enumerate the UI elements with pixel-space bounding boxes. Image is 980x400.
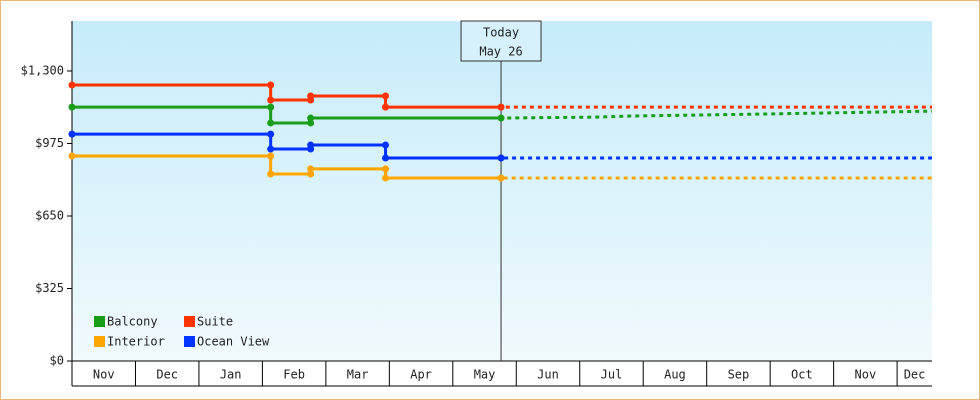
series-point	[267, 152, 275, 160]
series-point	[497, 114, 505, 122]
series-point	[307, 165, 315, 173]
series-point	[382, 174, 390, 182]
series-point	[267, 145, 275, 153]
x-tick-label: Oct	[791, 368, 813, 382]
series-point	[382, 154, 390, 162]
x-tick-label: Jan	[220, 368, 242, 382]
x-tick-label: Mar	[347, 368, 369, 382]
legend-swatch	[184, 316, 195, 327]
today-box	[460, 20, 542, 62]
legend-swatch	[94, 316, 105, 327]
today-label: Today	[483, 26, 519, 40]
series-point	[267, 103, 275, 111]
x-tick-label: Dec	[904, 368, 926, 382]
legend-label: Suite	[197, 315, 233, 329]
series-point	[307, 170, 315, 178]
series-point	[382, 141, 390, 149]
x-tick-label: Sep	[728, 368, 750, 382]
legend-label: Balcony	[107, 315, 158, 329]
series-point	[382, 92, 390, 100]
series-point	[267, 130, 275, 138]
y-tick-label: $325	[35, 281, 64, 295]
series-point	[68, 81, 76, 89]
series-point	[307, 114, 315, 122]
series-point	[267, 119, 275, 127]
series-point	[497, 154, 505, 162]
series-point	[307, 92, 315, 100]
series-point	[68, 130, 76, 138]
series-point	[267, 81, 275, 89]
series-point	[307, 141, 315, 149]
series-point	[497, 103, 505, 111]
y-tick-label: $650	[35, 208, 64, 222]
series-point	[267, 96, 275, 104]
x-tick-label: Dec	[156, 368, 178, 382]
y-tick-label: $0	[50, 354, 64, 368]
x-tick-label: Nov	[93, 368, 115, 382]
x-tick-label: Jun	[537, 368, 559, 382]
legend-swatch	[94, 336, 105, 347]
series-point	[267, 170, 275, 178]
x-tick-label: Apr	[410, 368, 432, 382]
series-point	[307, 119, 315, 127]
series-point	[497, 174, 505, 182]
legend-label: Interior	[107, 335, 165, 349]
today-label: May 26	[479, 45, 522, 59]
series-line	[72, 105, 502, 125]
x-tick-label: Aug	[664, 368, 686, 382]
x-tick-label: May	[474, 368, 496, 382]
y-tick-label: $1,300	[21, 63, 64, 77]
plot-area	[72, 21, 932, 361]
x-tick-label: Jul	[601, 368, 623, 382]
x-tick-label: Feb	[283, 368, 305, 382]
series-point	[68, 152, 76, 160]
x-tick-label: Nov	[855, 368, 877, 382]
legend-swatch	[184, 336, 195, 347]
legend-label: Ocean View	[197, 335, 270, 349]
series-point	[382, 103, 390, 111]
series-point	[382, 165, 390, 173]
y-tick-label: $975	[35, 136, 64, 150]
series-point	[68, 103, 76, 111]
